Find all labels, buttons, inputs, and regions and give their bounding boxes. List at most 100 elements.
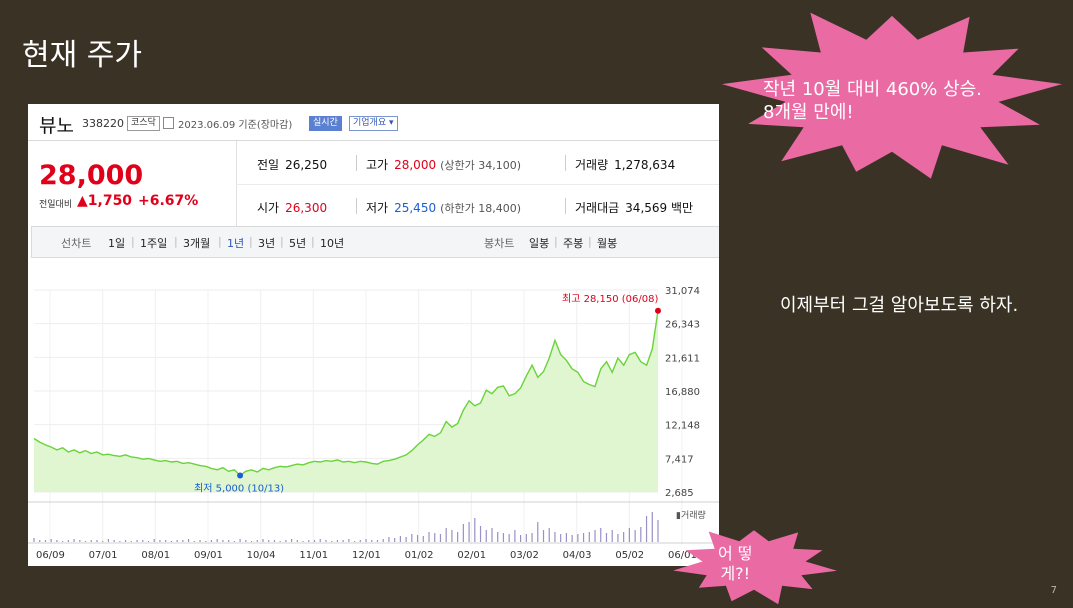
- open-price: 시가 26,300: [257, 201, 328, 215]
- x-tick-label: 09/01: [194, 550, 223, 561]
- volume-bar: [96, 540, 98, 542]
- company-info-dropdown[interactable]: 기업개요 ▾: [349, 116, 398, 131]
- volume-bar: [634, 530, 636, 542]
- y-tick-label: 16,880: [665, 387, 700, 398]
- volume-bar: [353, 541, 356, 542]
- x-tick-label: 08/01: [141, 550, 170, 561]
- volume-bar: [468, 522, 470, 542]
- tab-3years[interactable]: 3년: [258, 237, 276, 250]
- volume-bar: [262, 539, 264, 542]
- volume-bar: [645, 516, 648, 542]
- volume-bar: [359, 540, 361, 542]
- page-number: 7: [1050, 585, 1057, 596]
- volume-bar: [239, 539, 241, 542]
- day-high: 고가 28,000 (상한가 34,100): [366, 158, 522, 172]
- volume-bar: [291, 539, 293, 542]
- volume-bar: [193, 541, 195, 542]
- volume-bar: [560, 534, 562, 542]
- y-tick-label: 26,343: [665, 320, 700, 331]
- volume-bar: [382, 539, 384, 542]
- tab-3months[interactable]: 3개월: [183, 237, 211, 250]
- starburst-callout-1: [721, 12, 1063, 179]
- slide-title: 현재 주가: [22, 38, 142, 73]
- market-badge: 코스닥: [127, 116, 160, 131]
- volume-bar: [462, 524, 464, 542]
- tab-1day[interactable]: 1일: [108, 237, 126, 250]
- low-marker: [237, 472, 244, 479]
- volume-bar: [371, 540, 373, 542]
- volume-bar: [79, 540, 81, 542]
- price-line: [33, 310, 659, 477]
- volume-bar: [245, 540, 247, 542]
- volume-bar: [365, 539, 367, 542]
- volume-bar: [336, 540, 339, 542]
- volume-bar: [222, 540, 224, 542]
- volume-bar: [296, 540, 298, 542]
- volume-bar: [319, 539, 321, 542]
- price-chart[interactable]: 31,074 26,343 21,611 16,880 12,148 7,417 2,685…: [28, 276, 719, 566]
- volume-bar: [268, 540, 270, 542]
- y-tick-label: 31,074: [665, 286, 700, 297]
- volume-bar: [485, 530, 487, 542]
- prev-close: 전일 26,250: [257, 158, 328, 172]
- current-price: 28,000: [39, 160, 144, 191]
- volume-bar: [451, 530, 453, 542]
- volume-bar: [44, 540, 47, 542]
- volume-bar: [445, 528, 447, 542]
- x-tick-label: 05/02: [615, 550, 644, 561]
- volume-bar: [416, 535, 419, 542]
- volume-bar: [565, 533, 568, 542]
- volume-bar: [548, 528, 550, 542]
- stock-header: 뷰노 338220 코스닥 2023.06.09 기준(장마감) 실시간 기업개…: [28, 104, 719, 141]
- volume-bar: [302, 541, 304, 542]
- x-tick-label: 12/01: [352, 550, 381, 561]
- volume-bar: [113, 540, 115, 542]
- volume-bar: [611, 530, 613, 542]
- volume-bar: [170, 541, 172, 542]
- x-tick-label: 02/01: [457, 550, 486, 561]
- volume-bar: [399, 536, 401, 542]
- volume-bar: [600, 528, 602, 542]
- y-tick-label: 7,417: [665, 454, 694, 465]
- period-selector: 선차트 1일 | 1주일 | 3개월 | 1년 | 3년 | 5년 | 10년 …: [31, 226, 719, 258]
- volume-label: ▮거래량: [676, 509, 706, 521]
- stock-name[interactable]: 뷰노: [39, 115, 74, 137]
- tab-5years[interactable]: 5년: [289, 237, 307, 250]
- candle-chart-label: 봉차트: [484, 237, 515, 250]
- volume-bar: [411, 534, 413, 542]
- realtime-button[interactable]: 실시간: [309, 116, 342, 131]
- low-annotation: 최저 5,000 (10/13): [194, 483, 284, 495]
- volume-bar: [285, 540, 287, 542]
- volume-bar: [428, 532, 430, 542]
- volume-bar: [313, 540, 316, 542]
- x-tick-label: 07/01: [89, 550, 118, 561]
- volume-bar: [124, 540, 127, 542]
- volume-bar: [39, 540, 41, 542]
- volume-bar: [273, 540, 276, 542]
- tab-10years[interactable]: 10년: [320, 237, 345, 250]
- volume-bar: [331, 541, 333, 542]
- callout-2-line-2: 게?!: [720, 564, 751, 583]
- tab-1week[interactable]: 1주일: [140, 237, 168, 250]
- volume-bar: [491, 528, 493, 542]
- quote-date: 2023.06.09 기준(장마감): [178, 120, 293, 131]
- tab-weekly-candle[interactable]: 주봉: [563, 237, 584, 250]
- volume-bar: [405, 537, 407, 542]
- tab-daily-candle[interactable]: 일봉: [529, 237, 550, 250]
- volume-bar: [640, 527, 642, 542]
- callout-1-text: 작년 10월 대비 460% 상승. 8개월 만에!: [763, 78, 982, 124]
- stock-code: 338220: [82, 117, 124, 130]
- calendar-icon: [163, 117, 174, 129]
- tab-1year[interactable]: 1년: [227, 237, 245, 250]
- volume-bar: [376, 540, 379, 542]
- volume-bar: [187, 539, 190, 542]
- volume-bar: [542, 530, 545, 542]
- high-annotation: 최고 28,150 (06/08): [562, 293, 658, 305]
- volume-bar: [502, 533, 505, 542]
- tab-monthly-candle[interactable]: 월봉: [597, 237, 618, 250]
- volume-bar: [514, 530, 516, 542]
- volume-bar: [508, 534, 510, 542]
- y-tick-label: 21,611: [665, 353, 700, 364]
- volume-bar: [605, 533, 608, 542]
- volume-bar: [571, 535, 573, 542]
